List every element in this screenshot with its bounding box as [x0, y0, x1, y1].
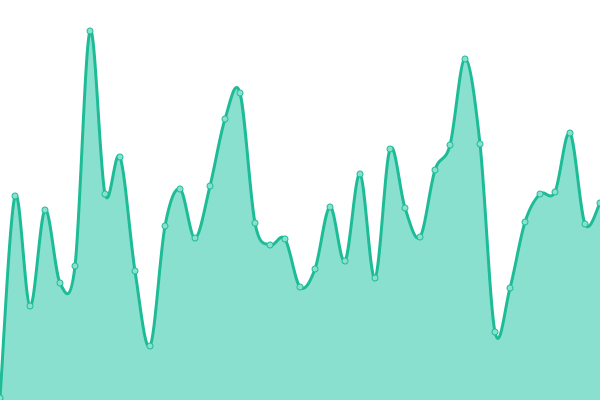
data-point[interactable]: [491, 328, 499, 336]
data-point[interactable]: [446, 141, 454, 149]
data-point[interactable]: [146, 342, 154, 350]
data-point[interactable]: [296, 283, 304, 291]
data-point[interactable]: [386, 145, 394, 153]
data-point[interactable]: [596, 199, 600, 207]
data-point[interactable]: [341, 257, 349, 265]
data-point[interactable]: [371, 274, 379, 282]
data-point[interactable]: [11, 192, 19, 200]
data-point[interactable]: [326, 203, 334, 211]
data-point[interactable]: [461, 55, 469, 63]
data-point[interactable]: [536, 190, 544, 198]
data-point[interactable]: [566, 129, 574, 137]
data-point[interactable]: [0, 394, 4, 400]
data-point[interactable]: [521, 218, 529, 226]
data-point[interactable]: [236, 89, 244, 97]
data-point[interactable]: [116, 153, 124, 161]
data-point[interactable]: [86, 27, 94, 35]
data-point[interactable]: [251, 219, 259, 227]
data-point[interactable]: [161, 222, 169, 230]
data-point[interactable]: [476, 140, 484, 148]
data-point[interactable]: [281, 235, 289, 243]
data-point[interactable]: [101, 190, 109, 198]
data-point[interactable]: [26, 302, 34, 310]
data-point[interactable]: [56, 279, 64, 287]
data-point[interactable]: [581, 220, 589, 228]
area-fill: [0, 30, 600, 400]
data-point[interactable]: [266, 241, 274, 249]
data-point[interactable]: [401, 204, 409, 212]
data-point[interactable]: [356, 170, 364, 178]
data-point[interactable]: [206, 182, 214, 190]
data-point[interactable]: [176, 185, 184, 193]
data-point[interactable]: [311, 265, 319, 273]
data-point[interactable]: [506, 284, 514, 292]
data-point[interactable]: [431, 166, 439, 174]
data-point[interactable]: [131, 267, 139, 275]
data-point[interactable]: [191, 234, 199, 242]
data-point[interactable]: [71, 262, 79, 270]
data-point[interactable]: [41, 206, 49, 214]
data-point[interactable]: [221, 115, 229, 123]
data-point[interactable]: [416, 233, 424, 241]
data-point[interactable]: [551, 188, 559, 196]
